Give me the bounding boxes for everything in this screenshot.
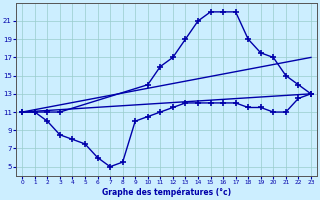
- X-axis label: Graphe des températures (°c): Graphe des températures (°c): [102, 188, 231, 197]
